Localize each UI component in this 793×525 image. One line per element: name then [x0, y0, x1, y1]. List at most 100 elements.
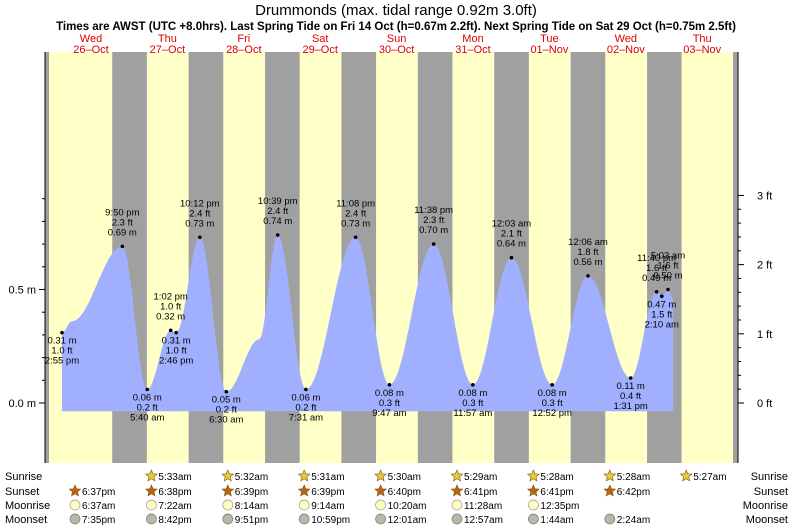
moonset-icon	[375, 513, 386, 525]
low-tide-label: 0.31 m1.0 ft2:46 pm	[159, 336, 193, 367]
sunset-time: 6:39pm	[235, 487, 268, 498]
tide-point	[353, 235, 358, 240]
moonrise-icon	[451, 499, 463, 511]
tide-point	[550, 383, 554, 387]
sunset-time: 6:38pm	[158, 487, 191, 498]
low-tide-label: 0.06 m0.2 ft5:40 am	[130, 392, 164, 423]
tide-area	[62, 235, 674, 412]
low-tide-label: 0.08 m0.3 ft9:47 am	[372, 388, 406, 419]
tide-label-line: 12:03 am	[492, 219, 532, 230]
tide-point	[224, 389, 229, 394]
tide-label-line: 1.0 ft	[160, 301, 181, 312]
chart-header: Drummonds (max. tidal range 0.92m 3.0ft)…	[56, 2, 736, 33]
tide-point	[509, 255, 514, 260]
sunrise-time: 5:32am	[235, 472, 268, 483]
sunrise-time: 5:28am	[617, 472, 650, 483]
tide-label-line: 0.3 ft	[379, 398, 400, 409]
day-date: 28–Oct	[226, 44, 261, 56]
tide-label-line: 2.4 ft	[267, 206, 288, 217]
day-date: 26–Oct	[73, 44, 108, 56]
tide-label-line: 10:39 pm	[258, 196, 298, 207]
sun-icon	[144, 469, 158, 482]
row-label-right: Moonrise	[743, 500, 788, 512]
low-tide-label: 0.11 m0.4 ft1:31 pm	[613, 381, 647, 412]
moonrise-icon	[69, 499, 81, 511]
sun-icon	[526, 469, 540, 482]
tide-label-line: 0.47 m	[647, 299, 676, 310]
tide-label-line: 0.64 m	[497, 239, 526, 250]
day-date: 02–Nov	[607, 44, 645, 56]
tide-point	[431, 242, 436, 246]
day-date: 27–Oct	[150, 44, 185, 56]
chart-subtitle: Times are AWST (UTC +8.0hrs). Last Sprin…	[56, 21, 736, 33]
tide-label-line: 11:38 pm	[414, 205, 453, 216]
day-date: 29–Oct	[302, 44, 337, 56]
sunrise-time: 5:30am	[388, 472, 421, 483]
y-tick-label-m: 0.5 m	[8, 285, 36, 297]
tide-label-line: 11:08 pm	[336, 198, 375, 209]
tide-label-line: 2.4 ft	[189, 208, 210, 219]
moonset-time: 9:51pm	[235, 515, 268, 525]
tide-label-line: 0.69 m	[108, 227, 137, 238]
tide-point	[120, 244, 125, 249]
moonrise-time: 9:14am	[311, 501, 344, 512]
tide-label-line: 2:55 pm	[45, 356, 79, 367]
sunset-icon	[526, 484, 540, 497]
moonrise-icon	[222, 499, 234, 511]
high-tide-label: 11:08 pm2.4 ft0.73 m	[336, 198, 375, 229]
row-label-right: Sunrise	[751, 471, 788, 483]
row-label-left: Sunrise	[5, 471, 42, 483]
day-date: 30–Oct	[379, 44, 414, 56]
tide-point	[586, 274, 590, 278]
tide-label-line: 1:02 pm	[154, 291, 188, 302]
moonset-time: 8:42pm	[158, 515, 191, 525]
tide-label-line: 0.74 m	[263, 216, 292, 227]
tide-label-line: 7:31 am	[289, 412, 323, 423]
tide-label-line: 2:46 pm	[159, 356, 193, 367]
moonset-icon	[69, 513, 81, 525]
tide-label-line: 2.4 ft	[345, 208, 366, 219]
y-tick-label-ft: 3 ft	[757, 190, 772, 202]
sunset-icon	[450, 484, 464, 497]
moonset-icon	[604, 513, 616, 525]
sunrise-time: 5:33am	[158, 472, 191, 483]
y-tick-label-ft: 2 ft	[757, 260, 772, 272]
moonrise-time: 12:35pm	[540, 501, 579, 512]
moonset-icon	[451, 513, 463, 525]
sunset-time: 6:37pm	[82, 487, 115, 498]
row-label-left: Moonset	[5, 514, 47, 525]
sunset-time: 6:40pm	[388, 487, 421, 498]
day-name: Wed	[80, 33, 102, 45]
sunset-icon	[603, 484, 617, 497]
moonset-time: 1:44am	[540, 515, 573, 525]
tide-label-line: 5:03 am	[651, 251, 685, 262]
high-tide-label: 1:02 pm1.0 ft0.32 m	[154, 291, 188, 322]
tide-label-line: 0.06 m	[291, 392, 320, 403]
row-label-left: Sunset	[5, 486, 39, 498]
row-label-right: Moonset	[746, 514, 788, 525]
tide-label-line: 11:40 pm	[637, 253, 676, 264]
high-tide-label: 11:40 pm1.6 ft0.49 m	[637, 253, 676, 284]
tide-label-line: 0.06 m	[133, 392, 162, 403]
y-tick-label-m: 0.0 m	[8, 398, 36, 410]
low-tide-label: 0.31 m1.0 ft2:55 pm	[45, 336, 79, 367]
axes: 0.0 m 0.5 m 0 ft 1 ft 2 ft 3 ft	[8, 52, 772, 463]
high-tide-label: 12:06 am1.8 ft0.56 m	[568, 237, 608, 268]
tide-label-line: 0.49 m	[642, 273, 671, 284]
tide-label-line: 0.11 m	[616, 381, 644, 392]
sunset-icon	[297, 484, 311, 497]
y-tick-label-ft: 1 ft	[757, 329, 772, 341]
sunrise-time: 5:27am	[693, 472, 726, 483]
tide-label-line: 12:52 pm	[532, 408, 572, 419]
day-name: Sat	[312, 33, 329, 45]
tide-label-line: 2:10 am	[645, 319, 679, 330]
tide-label-line: 0.2 ft	[137, 402, 158, 413]
tide-label-line: 0.31 m	[47, 336, 76, 347]
moonset-time: 2:24am	[617, 515, 650, 525]
moonrise-icon	[298, 499, 310, 511]
tide-label-line: 0.05 m	[212, 395, 241, 406]
moonset-icon	[528, 513, 539, 525]
tide-label-line: 0.08 m	[375, 388, 404, 399]
tide-label-line: 0.2 ft	[295, 402, 316, 413]
